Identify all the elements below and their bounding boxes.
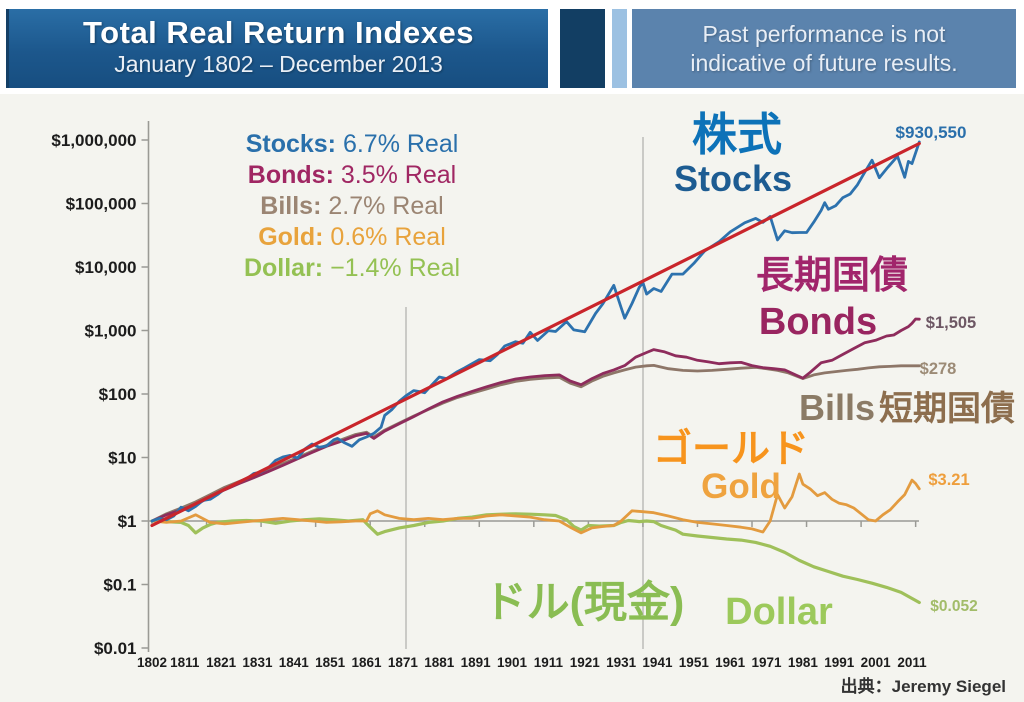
series-line-bonds [150,317,921,523]
x-axis-label: 1871 [388,655,419,670]
x-axis-label: 1811 [170,655,200,670]
x-axis-label: 1821 [206,655,237,670]
disclaimer-banner: Past performance is not indicative of fu… [632,9,1016,88]
y-axis-label: $1,000 [85,322,137,341]
x-axis-label: 1921 [570,655,601,670]
kanji-bills-label: 短期国債 [879,390,1015,428]
x-axis-label: 1851 [315,655,346,670]
gold-end-value: $3.21 [928,471,969,489]
x-axis-label: 1931 [606,655,637,670]
legend-item-bonds: Bonds: 3.5% Real [248,161,456,189]
x-axis-label: 1831 [242,655,273,670]
dollar-end-value: $0.052 [930,598,977,615]
x-axis-label: 1901 [497,655,528,670]
series-line-stocks [150,140,921,523]
x-axis-label: 1991 [824,655,855,670]
kanji-bonds-label: 長期国債 [756,255,908,297]
bills-series-label: Bills [799,387,875,428]
x-axis-label: 1841 [279,655,310,670]
title-banner: Total Real Return Indexes January 1802 –… [6,9,548,88]
x-axis-label: 1941 [642,655,673,670]
x-axis-label: 1911 [534,655,564,670]
x-axis-label: 1861 [352,655,383,670]
chart-background [0,94,1024,702]
x-axis-label: 1971 [752,655,783,670]
dollar-series-label: Dollar [725,591,833,633]
stocks-series-label: Stocks [674,158,792,199]
bonds-series-label: Bonds [759,301,877,343]
y-axis-label: $100,000 [66,195,137,214]
x-axis-label: 1891 [461,655,492,670]
gold-series-label: Gold [701,467,781,506]
legend-item-bills: Bills: 2.7% Real [260,192,443,220]
x-axis-label: 2001 [861,655,892,670]
kanji-dollar-label: ドル(現金) [484,578,685,627]
x-axis-label: 1951 [679,655,710,670]
stocks-end-value: $930,550 [896,123,967,142]
y-axis-label: $100 [99,385,137,404]
divider-stripe-dark [560,9,605,88]
y-axis-label: $10 [108,449,136,468]
source-credit: 出典：Jeremy Siegel [840,677,1006,696]
y-axis-label: $1,000,000 [51,131,136,150]
bills-end-value: $278 [920,360,957,378]
x-axis-label: 1802 [137,655,167,670]
series-line-gold [150,472,921,535]
x-axis-label: 1961 [715,655,746,670]
bonds-end-value: $1,505 [926,314,976,332]
x-axis-label: 2011 [897,655,927,670]
y-axis-label: $0.01 [94,639,137,658]
x-axis-label: 1881 [424,655,455,670]
y-axis-label: $1 [118,512,137,531]
legend-item-dollar: Dollar: −1.4% Real [244,254,460,282]
kanji-stocks-label: 株式 [692,109,782,160]
divider-stripe-light [612,9,627,88]
disclaimer-line-1: Past performance is not [702,21,946,47]
page-subtitle: January 1802 – December 2013 [114,51,443,77]
legend-item-stocks: Stocks: 6.7% Real [246,130,459,158]
series-line-dollar [150,512,921,605]
kanji-gold-label: ゴールド [653,427,809,471]
x-axis-label: 1981 [788,655,819,670]
legend-item-gold: Gold: 0.6% Real [258,223,446,251]
series-line-stocks-trend [150,141,921,528]
y-axis-label: $10,000 [75,258,136,277]
disclaimer-line-2: indicative of future results. [690,50,958,76]
y-axis-label: $0.1 [103,576,136,595]
page-title: Total Real Return Indexes [83,15,474,50]
